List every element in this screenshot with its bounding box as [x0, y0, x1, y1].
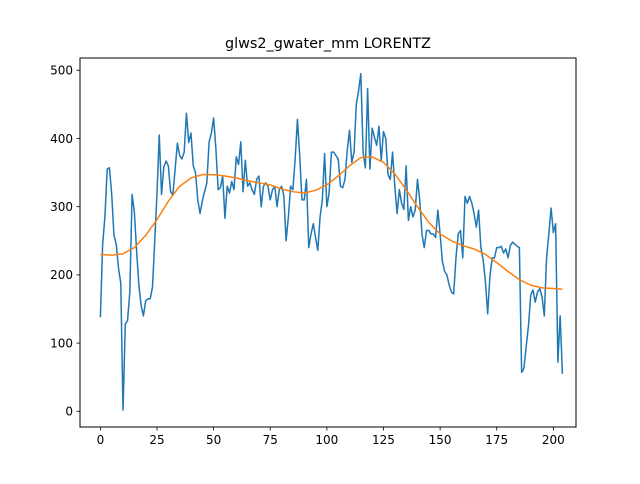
x-tick-label: 125 [372, 433, 395, 447]
x-tick-label: 0 [97, 433, 105, 447]
x-tick-label: 75 [263, 433, 278, 447]
x-tick-label: 200 [542, 433, 565, 447]
y-tick-label: 400 [50, 132, 73, 146]
series-line-2 [100, 156, 563, 290]
x-tick-label: 100 [315, 433, 338, 447]
plot-lines [99, 72, 564, 411]
y-tick-label: 200 [50, 268, 73, 282]
x-axis: 0 25 50 75 100 125 150 175 200 [97, 427, 565, 447]
x-tick-label: 25 [149, 433, 164, 447]
chart-title: glws2_gwater_mm LORENTZ [225, 36, 431, 52]
y-tick-label: 500 [50, 64, 73, 78]
x-tick-label: 150 [429, 433, 452, 447]
y-tick-label: 0 [65, 405, 73, 419]
series-line-1 [99, 72, 564, 411]
axes-frame [79, 57, 577, 428]
y-tick-label: 100 [50, 336, 73, 350]
y-axis: 0 100 200 300 400 500 [50, 64, 80, 419]
x-tick-label: 50 [206, 433, 221, 447]
y-tick-label: 300 [50, 200, 73, 214]
x-tick-label: 175 [485, 433, 508, 447]
